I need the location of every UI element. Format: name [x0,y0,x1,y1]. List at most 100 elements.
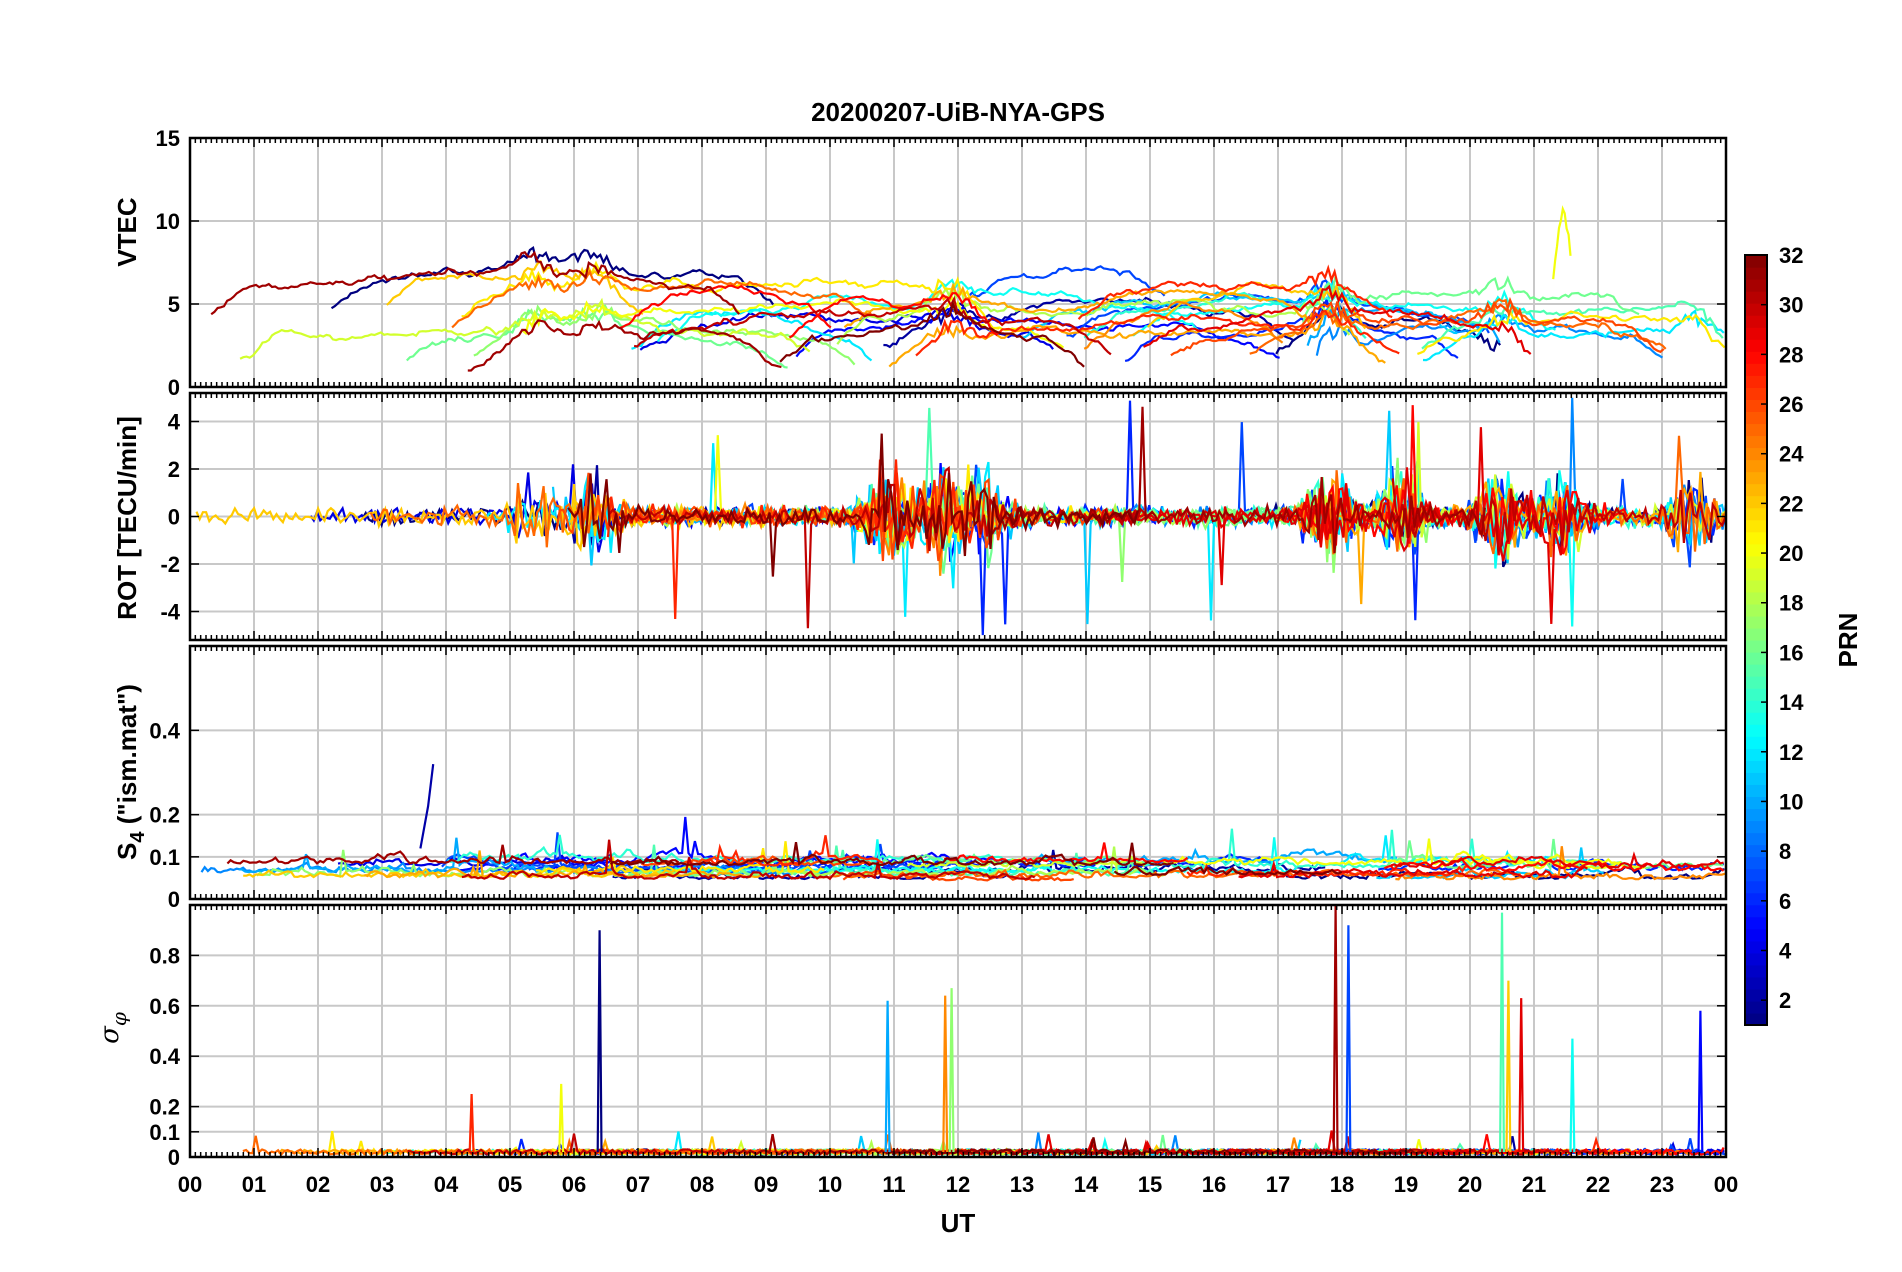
y-tick-label: 0 [168,375,180,400]
sigma-phi-ylabel-sub: φ [107,1012,131,1026]
colorbar-segment [1745,459,1767,473]
series-prn-31 [226,844,680,865]
colorbar-segment [1745,772,1767,785]
x-tick-label: 20 [1458,1172,1482,1197]
y-tick-label: 0.1 [149,1120,180,1145]
colorbar-segment [1745,267,1767,280]
colorbar-segment [1745,591,1767,605]
colorbar-segment [1745,988,1767,1002]
colorbar-tick-label: 26 [1779,392,1803,417]
series-prn-6 [1124,296,1459,362]
series-prn-32 [1113,865,1343,877]
colorbar-segment [1745,399,1767,413]
colorbar-tick-label: 10 [1779,789,1803,814]
sigma-phi-spike [1518,998,1525,1153]
y-tick-label: 0 [168,1145,180,1170]
series-prn-27 [1077,264,1393,320]
colorbar-segment [1745,303,1767,316]
colorbar-segment [1745,904,1767,918]
y-tick-label: 4 [168,410,181,435]
y-tick-label: 2 [168,457,180,482]
series-prn-28 [619,284,832,330]
y-tick-label: 0.2 [149,803,180,828]
sigma-phi-spike [942,995,949,1153]
figure-title: 20200207-UiB-NYA-GPS [811,97,1105,127]
colorbar-segment [1745,339,1767,352]
colorbar-segment [1745,808,1767,822]
colorbar-segment [1745,868,1767,882]
series-prn-31 [210,250,741,316]
series-prn-27 [606,459,974,620]
colorbar-frame [1744,254,1768,1026]
series-prn-30 [461,839,1036,881]
colorbar-segment [1745,676,1767,689]
colorbar-segment [1745,423,1767,437]
colorbar-tick-label: 24 [1779,442,1804,467]
y-tick-label: 5 [168,292,180,317]
sigma-phi-ylabel-main: σ [95,1025,125,1044]
y-tick-label: 0.4 [149,1044,180,1069]
colorbar-segment [1745,507,1767,521]
colorbar-segment [1745,736,1767,749]
colorbar-segment [1745,784,1767,798]
s4-ylabel: S4 ("ism.mat") [112,684,149,860]
x-tick-label: 00 [1714,1172,1738,1197]
x-tick-label: 11 [882,1172,905,1197]
series-prn-16 [1301,275,1640,324]
rot-ylabel: ROT [TECU/min] [112,416,142,620]
colorbar-segment [1745,603,1767,617]
colorbar-tick-label: 32 [1779,243,1803,268]
colorbar-segment [1745,375,1767,388]
x-tick-label: 04 [434,1172,459,1197]
colorbar-segment [1745,471,1767,485]
grid-lines [190,905,1726,1157]
x-tick-label: 16 [1202,1172,1226,1197]
x-ticks [189,393,1727,640]
series-prn-19 [1298,421,1726,560]
sigma-phi-panel: 00.10.2 0.4 0.6 0.8 [149,903,1728,1170]
series-prn-32 [779,299,1085,368]
y-tick-label: 10 [156,209,180,234]
series-prn-25 [451,269,872,329]
sigma-phi-spike [948,988,955,1153]
colorbar-segment [1745,880,1767,894]
colorbar-segment [1745,724,1767,737]
x-axis-label: UT [941,1208,976,1238]
x-ticks [189,646,1727,899]
colorbar-segment [1745,291,1767,304]
sigma-phi-spike [1505,980,1512,1153]
sigma-phi-spike [468,1093,475,1153]
x-tick-label: 18 [1330,1172,1354,1197]
series-group [242,905,1726,1157]
y-tick-label: 0.8 [149,943,180,968]
x-tick-label: 22 [1586,1172,1610,1197]
colorbar-segment [1745,327,1767,340]
series-prn-20-outlier [1552,205,1572,280]
colorbar-segment [1745,555,1767,569]
series-prn-21 [1417,308,1726,355]
y-tick-label: 0.1 [149,845,180,870]
colorbar-segment [1745,483,1767,497]
colorbar-segment [1745,700,1767,713]
series-prn-22 [243,864,676,879]
s4-panel: 0 0.1 0.2 0.4 [149,644,1728,912]
colorbar-segment [1745,976,1767,990]
series-prn-12 [1017,473,1517,621]
colorbar-segment [1745,1012,1767,1026]
x-tick-label: 19 [1394,1172,1418,1197]
y-tick-label: 15 [156,126,180,151]
colorbar-tick-label: 14 [1779,690,1804,715]
colorbar-segment [1745,1000,1767,1014]
s4-max-peak [419,763,435,849]
sigma-phi-spike [596,930,603,1153]
colorbar-segment [1745,964,1767,978]
colorbar-tick-label: 20 [1779,541,1803,566]
series-group [195,397,1726,636]
colorbar-segment [1745,892,1767,906]
series-prn-22 [386,259,644,315]
series-prn-23 [888,309,1386,368]
s4-ylabel-rest: ("ism.mat") [112,684,142,831]
colorbar-tick-label: 30 [1779,293,1803,318]
y-tick-label: 0 [168,505,180,530]
